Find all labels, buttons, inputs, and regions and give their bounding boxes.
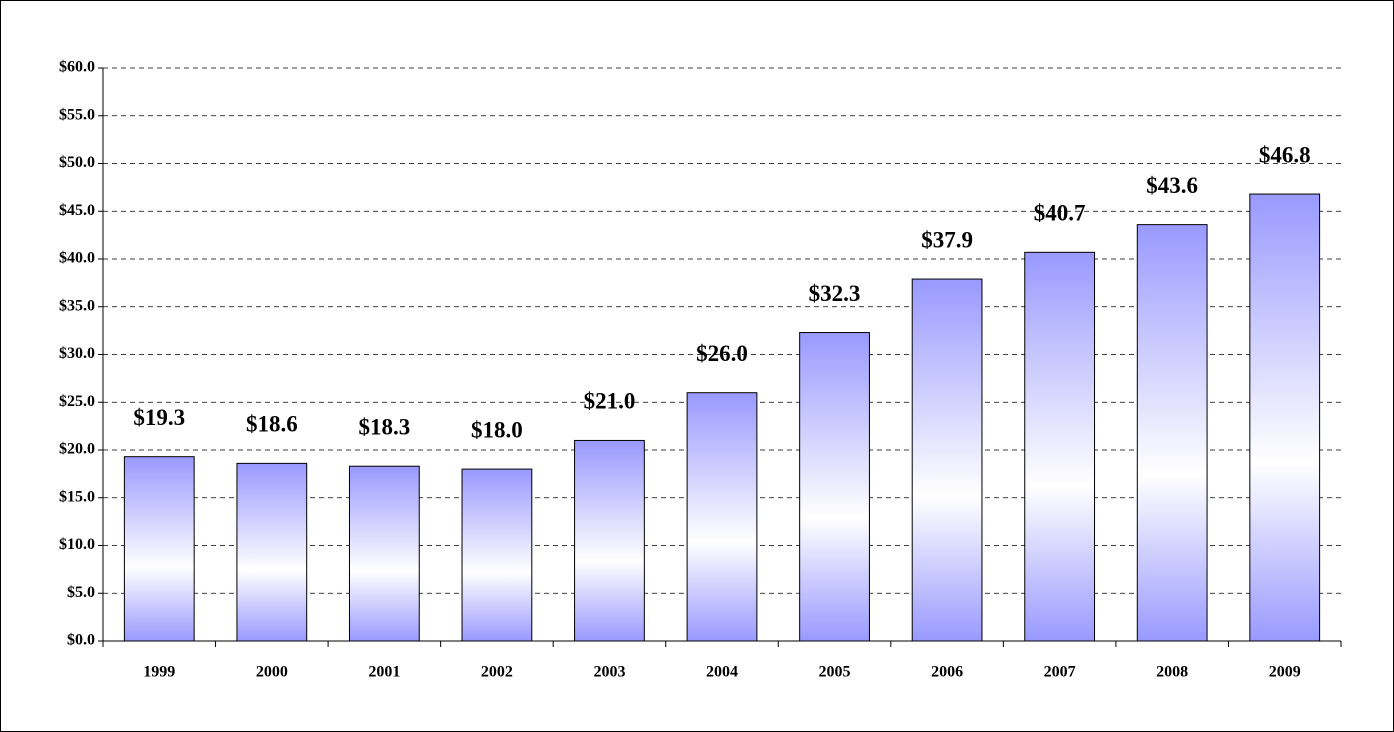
x-tick-label: 2002 bbox=[481, 664, 513, 681]
y-tick-label: $30.0 bbox=[59, 345, 95, 362]
x-tick-label: 2008 bbox=[1156, 664, 1188, 681]
y-tick-label: $45.0 bbox=[59, 202, 95, 219]
x-tick-label: 2007 bbox=[1044, 664, 1076, 681]
x-tick-label: 2004 bbox=[706, 664, 738, 681]
x-tick-label: 2006 bbox=[931, 664, 963, 681]
bar bbox=[686, 392, 758, 642]
y-tick-label: $20.0 bbox=[59, 441, 95, 458]
y-tick-label: $35.0 bbox=[59, 297, 95, 314]
y-tick-label: $40.0 bbox=[59, 250, 95, 267]
y-tick-label: $25.0 bbox=[59, 393, 95, 410]
bar bbox=[574, 439, 645, 642]
bar bbox=[348, 465, 420, 642]
bar bbox=[461, 468, 533, 642]
y-tick-label: $60.0 bbox=[59, 59, 95, 76]
bar bbox=[799, 332, 870, 642]
x-tick-label: 2000 bbox=[256, 664, 288, 681]
y-tick-label: $5.0 bbox=[67, 584, 95, 601]
data-label: $43.6 bbox=[1146, 173, 1198, 198]
y-tick-label: $10.0 bbox=[59, 536, 95, 553]
data-label: $18.0 bbox=[471, 417, 523, 442]
y-tick-label: $50.0 bbox=[59, 154, 95, 171]
data-label: $37.9 bbox=[921, 227, 973, 252]
bar bbox=[1024, 251, 1096, 642]
y-tick-label: $0.0 bbox=[67, 632, 95, 649]
y-tick-label: $55.0 bbox=[59, 106, 95, 123]
bar bbox=[1136, 224, 1208, 642]
x-tick-label: 2001 bbox=[368, 664, 400, 681]
x-tick-label: 1999 bbox=[143, 664, 175, 681]
bar bbox=[1249, 193, 1321, 642]
data-label: $18.6 bbox=[246, 412, 298, 437]
data-label: $46.8 bbox=[1259, 142, 1311, 167]
data-label: $21.0 bbox=[584, 389, 636, 414]
data-label: $40.7 bbox=[1034, 201, 1086, 226]
x-tick-label: 2009 bbox=[1269, 664, 1301, 681]
x-tick-label: 2005 bbox=[819, 664, 851, 681]
bar bbox=[123, 456, 195, 642]
data-label: $32.3 bbox=[809, 281, 861, 306]
data-label: $26.0 bbox=[696, 341, 748, 366]
bar bbox=[911, 278, 983, 642]
x-tick-label: 2003 bbox=[593, 664, 625, 681]
data-label: $18.3 bbox=[358, 415, 410, 440]
y-tick-label: $15.0 bbox=[59, 488, 95, 505]
data-label: $19.3 bbox=[133, 405, 185, 430]
bar bbox=[236, 462, 308, 642]
